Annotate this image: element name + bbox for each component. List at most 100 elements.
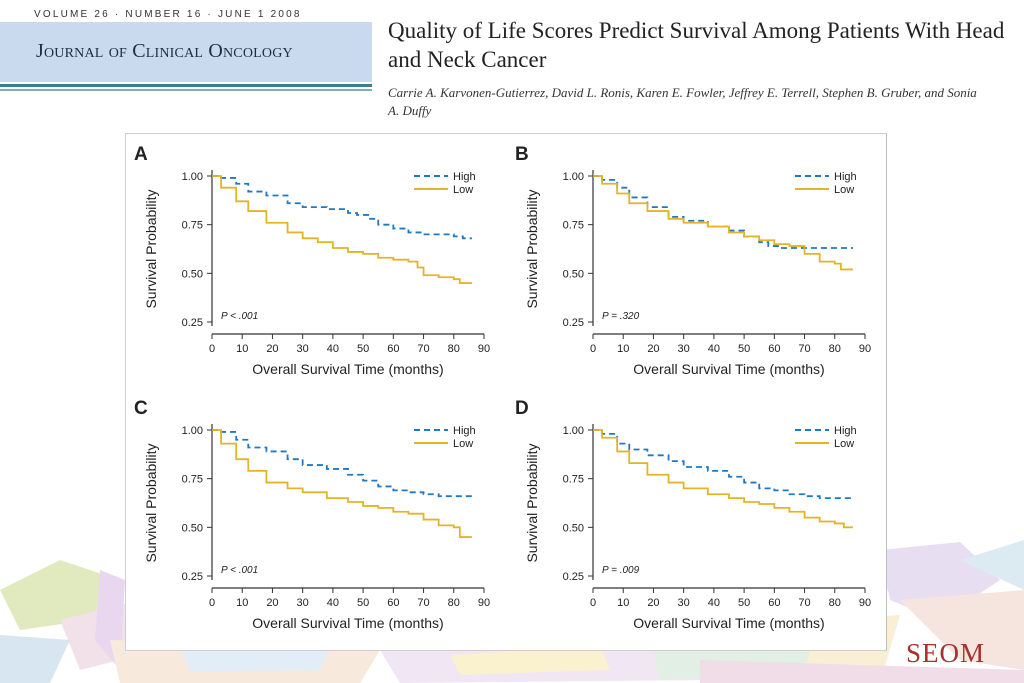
x-tick-label: 90 — [478, 597, 490, 609]
x-tick-label: 90 — [478, 343, 490, 355]
x-tick-label: 10 — [236, 597, 248, 609]
x-tick-label: 90 — [859, 343, 871, 355]
x-tick-label: 20 — [266, 343, 278, 355]
p-value-label: P < .001 — [221, 311, 258, 322]
x-tick-label: 70 — [417, 343, 429, 355]
y-tick-label: 0.50 — [182, 522, 203, 534]
panel-letter: C — [134, 398, 148, 419]
x-tick-label: 70 — [798, 597, 810, 609]
x-tick-label: 80 — [829, 343, 841, 355]
x-tick-label: 60 — [768, 597, 780, 609]
legend-label-high: High — [453, 425, 476, 437]
legend-label-low: Low — [453, 184, 473, 196]
header-rule — [0, 84, 372, 87]
p-value-label: P = .320 — [602, 311, 640, 322]
chart-panel-c: C 1.00 0.75 0.50 0.25 0 10 20 30 40 50 60 70 80 90 Over… — [134, 398, 490, 631]
x-tick-label: 0 — [209, 343, 215, 355]
legend-label-high: High — [834, 425, 857, 437]
y-axis-label: Survival Probability — [524, 443, 540, 562]
figure-frame: A 1.00 0.75 0.50 0.25 0 10 20 30 40 50 60 70 80 90 Over… — [125, 133, 887, 651]
y-axis-label: Survival Probability — [143, 443, 159, 562]
x-tick-label: 20 — [266, 597, 278, 609]
x-tick-label: 30 — [678, 343, 690, 355]
x-tick-label: 40 — [708, 597, 720, 609]
y-axis-label: Survival Probability — [524, 189, 540, 308]
y-tick-label: 0.25 — [182, 317, 203, 329]
y-tick-label: 0.25 — [182, 571, 203, 583]
x-axis-label: Overall Survival Time (months) — [252, 361, 443, 377]
y-tick-label: 0.50 — [563, 522, 584, 534]
chart-panel-b: B 1.00 0.75 0.50 0.25 0 10 20 30 40 50 60 70 80 90 Over… — [515, 144, 871, 377]
article-authors: Carrie A. Karvonen-Gutierrez, David L. R… — [388, 85, 977, 118]
y-tick-label: 0.50 — [563, 268, 584, 280]
y-tick-label: 0.75 — [563, 474, 584, 486]
y-tick-label: 1.00 — [182, 425, 203, 437]
x-tick-label: 40 — [327, 597, 339, 609]
article-title: Quality of Life Scores Predict Survival … — [388, 18, 1005, 72]
series-line-high — [212, 429, 472, 498]
series-line-low — [593, 175, 853, 271]
x-tick-label: 30 — [678, 597, 690, 609]
y-tick-label: 1.00 — [563, 171, 584, 183]
legend-label-high: High — [834, 171, 857, 183]
x-axis-label: Overall Survival Time (months) — [252, 615, 443, 631]
series-line-high — [593, 175, 853, 249]
x-tick-label: 60 — [768, 343, 780, 355]
y-tick-label: 1.00 — [563, 425, 584, 437]
x-tick-label: 0 — [590, 343, 596, 355]
x-tick-label: 50 — [738, 597, 750, 609]
x-tick-label: 30 — [297, 343, 309, 355]
series-line-low — [212, 175, 472, 284]
legend-label-low: Low — [453, 438, 473, 450]
p-value-label: P = .009 — [602, 565, 640, 576]
journal-name: Journal of Clinical Oncology — [36, 40, 293, 62]
header-rule-thin — [0, 89, 372, 91]
x-tick-label: 90 — [859, 597, 871, 609]
x-tick-label: 50 — [357, 343, 369, 355]
chart-panel-a: A 1.00 0.75 0.50 0.25 0 10 20 30 40 50 60 70 80 90 Over… — [134, 144, 490, 377]
x-tick-label: 80 — [448, 597, 460, 609]
legend-label-low: Low — [834, 438, 854, 450]
panel-letter: B — [515, 144, 529, 165]
series-line-high — [212, 175, 472, 240]
series-line-high — [593, 429, 854, 501]
x-axis-label: Overall Survival Time (months) — [633, 361, 824, 377]
x-tick-label: 60 — [387, 597, 399, 609]
x-axis-label: Overall Survival Time (months) — [633, 615, 824, 631]
x-tick-label: 0 — [209, 597, 215, 609]
x-tick-label: 50 — [738, 343, 750, 355]
seom-logo: SEOM — [906, 638, 986, 668]
x-tick-label: 20 — [647, 343, 659, 355]
y-tick-label: 0.50 — [182, 268, 203, 280]
p-value-label: P < .001 — [221, 565, 258, 576]
x-tick-label: 80 — [829, 597, 841, 609]
x-tick-label: 20 — [647, 597, 659, 609]
x-tick-label: 30 — [297, 597, 309, 609]
series-line-low — [212, 429, 472, 538]
x-tick-label: 70 — [798, 343, 810, 355]
y-tick-label: 0.75 — [563, 220, 584, 232]
x-tick-label: 50 — [357, 597, 369, 609]
x-tick-label: 10 — [617, 343, 629, 355]
survival-curves-figure: A 1.00 0.75 0.50 0.25 0 10 20 30 40 50 60 70 80 90 Over… — [134, 144, 871, 631]
y-tick-label: 1.00 — [182, 171, 203, 183]
x-tick-label: 40 — [708, 343, 720, 355]
panel-letter: D — [515, 398, 529, 419]
journal-banner — [0, 22, 372, 82]
x-tick-label: 0 — [590, 597, 596, 609]
series-line-low — [593, 429, 853, 529]
x-tick-label: 40 — [327, 343, 339, 355]
legend-label-low: Low — [834, 184, 854, 196]
x-tick-label: 70 — [417, 597, 429, 609]
chart-panel-d: D 1.00 0.75 0.50 0.25 0 10 20 30 40 50 60 70 80 90 Over… — [515, 398, 871, 631]
y-tick-label: 0.25 — [563, 571, 584, 583]
panel-letter: A — [134, 144, 148, 165]
x-tick-label: 10 — [236, 343, 248, 355]
y-tick-label: 0.75 — [182, 220, 203, 232]
x-tick-label: 10 — [617, 597, 629, 609]
x-tick-label: 60 — [387, 343, 399, 355]
x-tick-label: 80 — [448, 343, 460, 355]
y-axis-label: Survival Probability — [143, 189, 159, 308]
legend-label-high: High — [453, 171, 476, 183]
y-tick-label: 0.25 — [563, 317, 584, 329]
